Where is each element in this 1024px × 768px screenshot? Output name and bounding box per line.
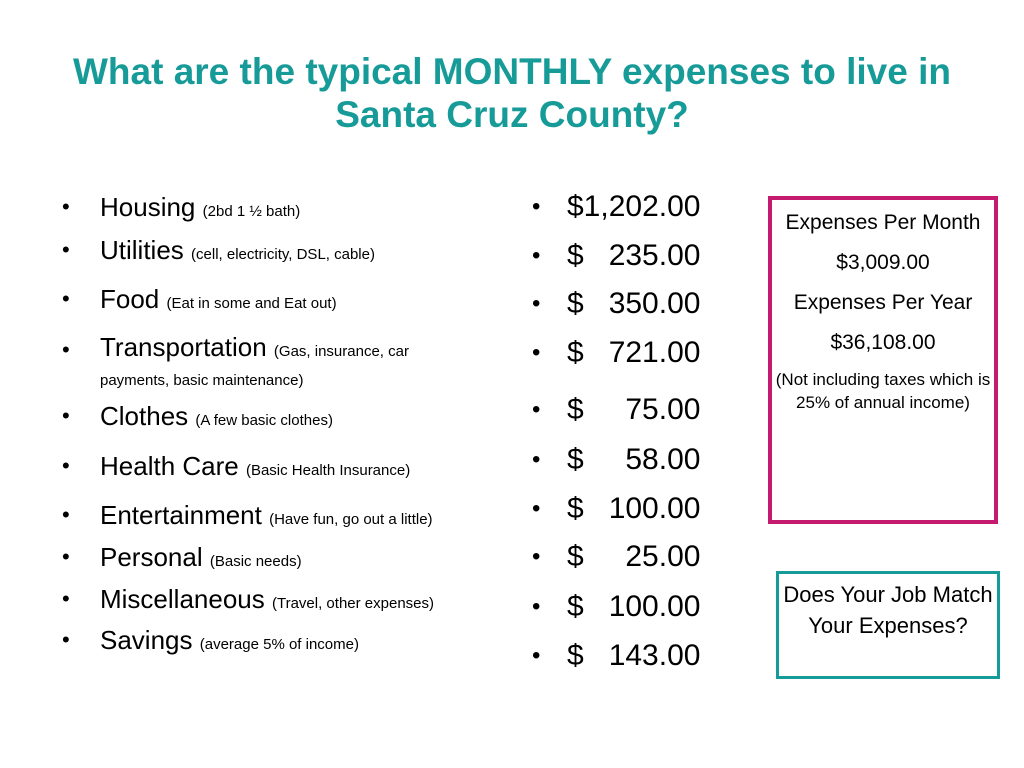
amount-value: $ 100.00 (567, 492, 701, 525)
expenses-summary-box: Expenses Per Month $3,009.00 Expenses Pe… (768, 196, 998, 524)
yearly-label: Expenses Per Year (793, 291, 973, 314)
monthly-total: $3,009.00 (836, 251, 930, 274)
question-text: Does Your Job Match Your Expenses? (783, 582, 993, 638)
bullet-icon: • (532, 495, 541, 522)
bullet-icon: • (532, 242, 541, 269)
bullet-icon: • (532, 642, 541, 669)
bullet-icon: • (62, 586, 70, 611)
bullet-icon: • (62, 337, 70, 362)
bullet-icon: • (532, 193, 541, 220)
expense-label: Health Care (100, 451, 239, 481)
bullet-icon: • (62, 544, 70, 569)
expense-note: (Gas, insurance, car payments, basic mai… (100, 343, 409, 389)
amount-value: $ 350.00 (567, 287, 701, 320)
expense-note: (Eat in some and Eat out) (166, 295, 337, 312)
expense-note: (2bd 1 ½ bath) (202, 203, 301, 220)
expense-note: (Basic needs) (209, 553, 302, 570)
amount-value: $ 25.00 (567, 540, 701, 573)
expense-label: Food (100, 284, 160, 314)
bullet-icon: • (62, 194, 70, 219)
bullet-icon: • (62, 403, 70, 428)
expense-label: Miscellaneous (100, 584, 265, 614)
bullet-icon: • (62, 453, 70, 478)
expense-note: (Have fun, go out a little) (269, 511, 433, 528)
page-title: What are the typical MONTHLY expenses to… (73, 51, 951, 135)
amount-value: $ 58.00 (567, 443, 701, 476)
tax-note: (Not including taxes which is 25% of ann… (775, 370, 991, 412)
bullet-icon: • (62, 237, 70, 262)
yearly-total: $36,108.00 (830, 331, 936, 354)
bullet-icon: • (532, 446, 541, 473)
expense-label: Savings (100, 625, 193, 655)
expense-label: Utilities (100, 235, 184, 265)
job-match-question-box: Does Your Job Match Your Expenses? (776, 571, 1000, 679)
amount-value: $ 235.00 (567, 239, 701, 272)
expense-note: (Basic Health Insurance) (245, 462, 411, 479)
bullet-icon: • (532, 290, 541, 317)
amount-value: $ 143.00 (567, 639, 701, 672)
expense-note: (A few basic clothes) (195, 412, 333, 429)
bullet-icon: • (532, 396, 541, 423)
expense-label: Entertainment (100, 500, 262, 530)
bullet-icon: • (62, 627, 70, 652)
amount-value: $1,202.00 (567, 190, 701, 223)
expense-note: (average 5% of income) (199, 636, 359, 653)
expense-label: Housing (100, 192, 196, 222)
amount-value: $ 721.00 (567, 336, 701, 369)
expense-label: Clothes (100, 401, 189, 431)
bullet-icon: • (62, 502, 70, 527)
bullet-icon: • (62, 286, 70, 311)
expense-label: Transportation (100, 332, 267, 362)
expense-note: (Travel, other expenses) (271, 595, 434, 612)
expense-note: (cell, electricity, DSL, cable) (191, 246, 375, 263)
amount-value: $ 100.00 (567, 590, 701, 623)
expense-label: Personal (100, 542, 203, 572)
bullet-icon: • (532, 339, 541, 366)
bullet-icon: • (532, 593, 541, 620)
bullet-icon: • (532, 543, 541, 570)
amount-value: $ 75.00 (567, 393, 701, 426)
monthly-label: Expenses Per Month (785, 211, 981, 234)
